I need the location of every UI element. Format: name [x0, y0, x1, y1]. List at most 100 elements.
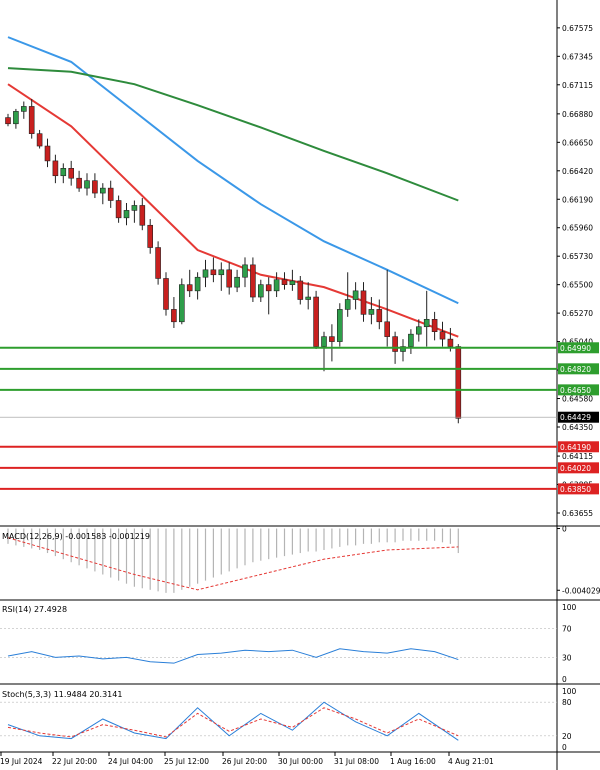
candle-body-down [384, 321, 391, 337]
candle [5, 113, 11, 127]
candle [242, 257, 248, 288]
candle-body-down [265, 284, 272, 292]
candle [289, 269, 296, 291]
candle [321, 331, 327, 372]
candle [329, 324, 335, 362]
candle [52, 154, 59, 184]
macd-tick-label: -0.004029 [562, 586, 600, 595]
price-tick-label: 0.64350 [562, 423, 593, 432]
candle-body-up [123, 210, 130, 219]
rsi-tick-label: 70 [562, 625, 572, 634]
candle-body-up [100, 187, 106, 194]
candle [218, 262, 225, 291]
candle-body-up [257, 284, 264, 298]
candle-body-up [84, 180, 90, 189]
candle-body-down [360, 290, 367, 315]
moving-average-line-3 [7, 67, 459, 202]
price-tick-label: 0.65040 [562, 338, 593, 347]
candle-body-up [234, 276, 240, 288]
candle [36, 129, 43, 149]
price-tick-label: 0.65960 [562, 224, 593, 233]
stoch-tick-label: 100 [562, 687, 577, 696]
current-price-label: 0.64429 [560, 413, 591, 422]
candle-body-up [400, 346, 406, 352]
candle-body-down [376, 309, 383, 323]
candle-body-up [60, 168, 67, 177]
stoch-tick-label: 0 [562, 743, 567, 752]
resistance-level-tag [558, 363, 599, 375]
candle [194, 272, 201, 300]
candle [415, 319, 422, 342]
candle [107, 180, 114, 208]
candle [123, 202, 130, 226]
support-level-tag [558, 483, 599, 495]
candle-body-up [194, 276, 201, 292]
candle-body-down [297, 280, 304, 300]
candle [257, 279, 264, 302]
candle-body-down [5, 117, 11, 125]
candle [273, 272, 280, 298]
candle [368, 297, 375, 325]
candle [400, 339, 406, 362]
rsi-panel: 100 70 30 0 [0, 603, 577, 684]
candle-body-down [44, 145, 51, 162]
support-level-label: 0.64020 [560, 464, 591, 473]
candle [139, 198, 146, 231]
candle [76, 170, 82, 192]
stoch-title: Stoch(5,3,3) 11.9484 20.3141 [2, 690, 122, 699]
candle [234, 269, 240, 293]
candle [376, 299, 383, 330]
candle-body-up [368, 309, 375, 315]
candle [360, 282, 367, 322]
candle-body-up [408, 333, 414, 347]
time-tick-label: 31 Jul 08:00 [334, 757, 379, 766]
resistance-level-label: 0.64650 [560, 386, 591, 395]
rsi-tick-label: 100 [562, 603, 577, 612]
candle [297, 275, 304, 305]
candle [226, 262, 232, 295]
stoch-main-line [7, 701, 459, 741]
price-tick-label: 0.65730 [562, 252, 593, 261]
candle-body-down [28, 106, 35, 134]
price-tick-label: 0.66190 [562, 195, 593, 204]
candle-body-down [155, 247, 161, 279]
resistance-level-label: 0.64820 [560, 365, 591, 374]
candle-body-up [305, 296, 312, 300]
candle-body-down [139, 205, 146, 226]
candle-body-down [226, 269, 232, 288]
candle-body-down [431, 319, 438, 332]
candle [336, 303, 343, 347]
candle-body-up [336, 309, 343, 342]
candle [68, 160, 74, 186]
candle [155, 241, 161, 285]
stoch-tick-label: 80 [562, 698, 572, 707]
price-tick-label: 0.66880 [562, 110, 593, 119]
candle-body-up [344, 299, 351, 310]
candle-body-up [202, 269, 209, 278]
candle [455, 344, 462, 424]
price-axis-ticks: 0.67575 0.67345 0.67115 0.66880 0.66650 0.664… [557, 24, 593, 518]
resistance-level-tag [558, 342, 599, 354]
candle-body-up [218, 269, 225, 276]
candle [352, 282, 359, 310]
candle-body-down [439, 331, 446, 340]
candle-body-down [163, 278, 169, 310]
time-tick-label: 4 Aug 21:01 [448, 757, 494, 766]
candle [305, 282, 312, 310]
price-tick-label: 0.64115 [562, 452, 593, 461]
candle [202, 259, 209, 288]
candle [131, 200, 138, 223]
candle-body-up [423, 319, 430, 328]
candle [60, 163, 67, 184]
candle [179, 278, 185, 325]
candle [171, 297, 177, 328]
candle-body-down [447, 338, 454, 347]
candle-body-down [186, 284, 193, 292]
macd-title: MACD(12,26,9) -0.001583 -0.001219 [2, 532, 150, 541]
candle [250, 257, 256, 302]
candle [210, 257, 217, 283]
candle [344, 272, 351, 317]
candle-body-down [68, 168, 74, 179]
candle-body-down [392, 336, 398, 352]
